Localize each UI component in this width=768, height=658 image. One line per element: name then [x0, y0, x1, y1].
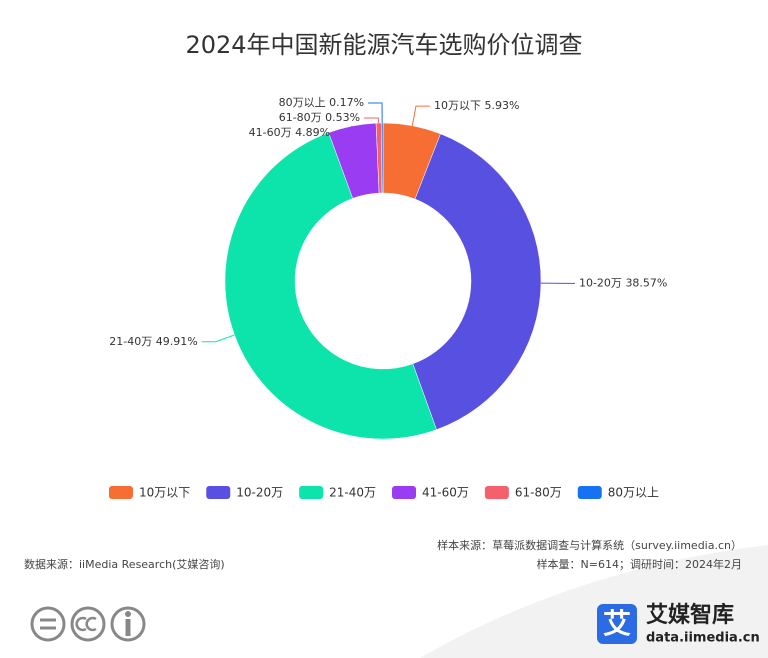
legend-swatch: [484, 486, 509, 499]
data-label-category: 41-60万: [249, 126, 292, 139]
legend-label: 41-60万: [422, 486, 469, 500]
legend-label: 61-80万: [515, 486, 562, 500]
data-label: 21-40万 49.91%: [109, 335, 197, 348]
slice: [412, 133, 542, 430]
leader-line: [411, 105, 430, 126]
background-swoosh: [420, 545, 768, 658]
slice: [224, 132, 437, 440]
logo-url: data.iimedia.cn: [646, 631, 760, 646]
data-label-value: 4.89%: [295, 126, 330, 139]
logo-name: 艾媒智库: [646, 602, 734, 628]
logo-box: [597, 604, 637, 644]
legend-swatch: [392, 486, 416, 499]
data-source: 数据来源：iiMedia Research(艾媒咨询): [24, 557, 225, 571]
data-label-value: 5.93%: [484, 99, 519, 112]
data-label: 80万以上 0.17%: [279, 96, 364, 109]
sample-info: 样本量：N=614；调研时间：2024年2月: [537, 557, 742, 571]
data-label-category: 10-20万: [579, 276, 622, 289]
leader-line: [201, 334, 235, 343]
legend-swatch: [206, 486, 231, 499]
license-icons: [30, 606, 146, 642]
data-label-category: 21-40万: [109, 335, 152, 348]
data-label-category: 80万以上: [279, 96, 326, 109]
data-label-value: 0.53%: [325, 111, 360, 124]
legend-label: 21-40万: [329, 486, 376, 500]
logo-icon: 艾: [603, 607, 631, 640]
data-label: 61-80万 0.53%: [279, 111, 360, 124]
data-label-value: 0.17%: [329, 96, 364, 109]
legend-label: 80万以上: [608, 486, 659, 500]
leader-line: [334, 125, 353, 134]
leader-line: [368, 102, 383, 124]
legend-swatch: [108, 486, 133, 499]
data-label: 10万以下 5.93%: [434, 99, 519, 112]
data-label: 10-20万 38.57%: [579, 276, 667, 289]
leader-line: [364, 117, 380, 124]
chart-title: 2024年中国新能源汽车选购价位调查: [185, 31, 582, 59]
slice: [381, 122, 384, 194]
legend-label: 10-20万: [236, 486, 283, 500]
sample-source: 样本来源：草莓派数据调查与计算系统（survey.iimedia.cn）: [437, 538, 742, 552]
legend: 10万以下 10-20万 21-40万 41-60万 61-80万 80万以上: [108, 486, 659, 500]
data-label-value: 38.57%: [625, 276, 667, 289]
data-label-category: 61-80万: [279, 111, 322, 124]
legend-swatch: [577, 486, 602, 499]
legend-swatch: [299, 486, 324, 499]
legend-label: 10万以下: [139, 486, 190, 500]
data-label-value: 49.91%: [156, 335, 198, 348]
data-label: 41-60万 4.89%: [249, 126, 330, 139]
data-label-category: 10万以下: [434, 99, 481, 112]
